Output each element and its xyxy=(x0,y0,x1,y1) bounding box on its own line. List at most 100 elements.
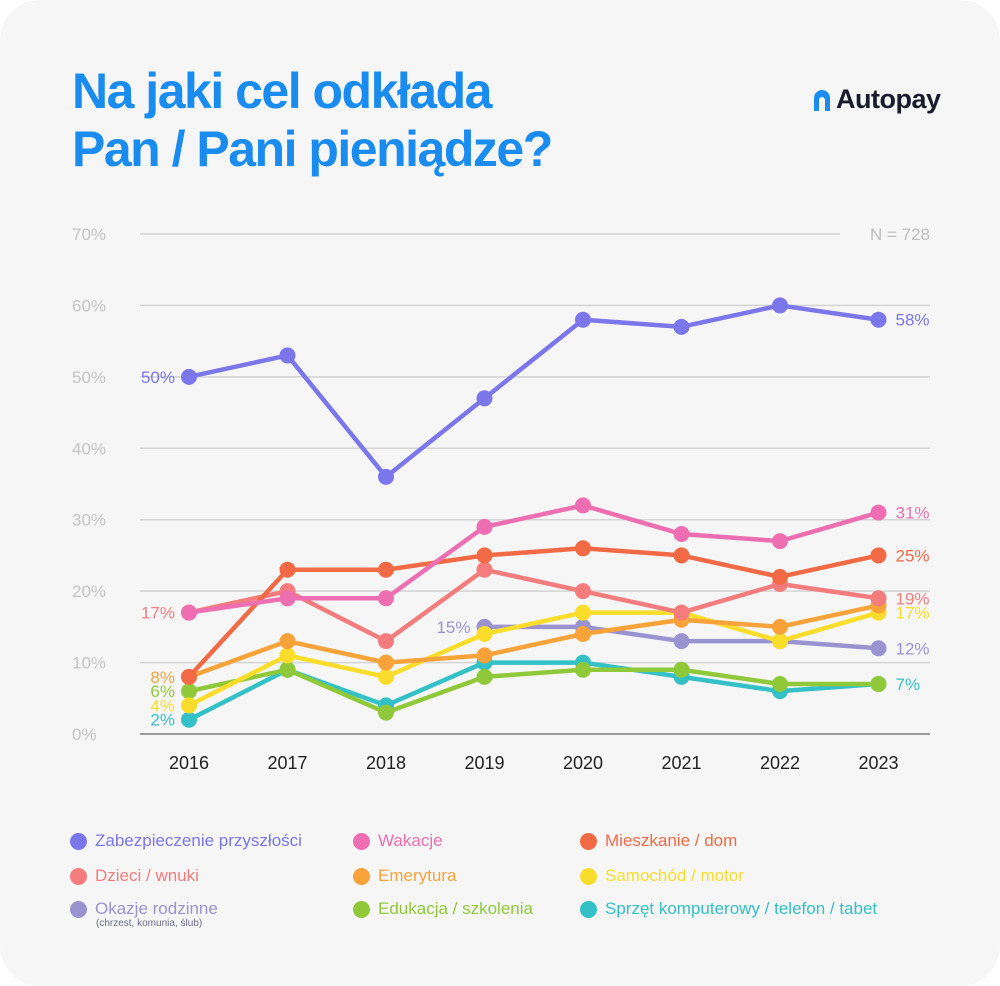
series-line xyxy=(186,303,881,480)
legend-item: Emerytura xyxy=(353,865,456,887)
data-point xyxy=(575,311,591,328)
autopay-logo-icon xyxy=(814,89,830,111)
legend-label: Mieszkanie / dom xyxy=(605,831,738,850)
data-point xyxy=(476,561,493,578)
data-point xyxy=(181,604,197,621)
data-point xyxy=(870,547,887,564)
chart-legend: Zabezpieczenie przyszłości Wakacje Mieszka… xyxy=(70,830,950,940)
x-tick-label: 2020 xyxy=(563,753,603,773)
data-point xyxy=(181,668,197,685)
data-label: 17% xyxy=(141,604,175,623)
data-point xyxy=(772,568,788,585)
legend-dot xyxy=(353,900,370,918)
data-label: 31% xyxy=(896,504,930,523)
data-point xyxy=(772,533,788,550)
legend-label: Sprzęt komputerowy / telefon / tabet xyxy=(605,899,878,918)
legend-dot xyxy=(70,900,87,918)
data-point xyxy=(772,618,788,635)
legend-label: Dzieci / wnuki xyxy=(95,866,199,885)
data-point xyxy=(279,347,296,364)
series-line xyxy=(186,546,881,680)
data-point xyxy=(772,633,788,650)
data-point xyxy=(181,697,197,714)
data-point xyxy=(673,633,690,650)
data-label: 6% xyxy=(150,682,175,701)
legend-dot xyxy=(70,867,87,885)
brand-name: Autopay xyxy=(836,84,941,114)
x-tick-label: 2018 xyxy=(366,753,406,773)
data-point xyxy=(575,497,591,514)
data-label: 19% xyxy=(896,589,930,608)
data-point xyxy=(673,526,690,542)
data-point xyxy=(870,640,887,657)
data-point xyxy=(279,590,296,607)
data-label: 8% xyxy=(150,668,175,687)
data-label: 2% xyxy=(150,711,175,730)
data-point xyxy=(378,561,394,578)
data-point xyxy=(181,368,197,385)
data-point xyxy=(575,626,591,642)
data-label: 12% xyxy=(896,639,930,658)
title-line-2: Pan / Pani pieniądze? xyxy=(72,121,553,177)
page-title: Na jaki cel odkłada Pan / Pani pieniądze… xyxy=(72,62,553,178)
x-tick-label: 2019 xyxy=(464,753,504,773)
legend-note: (chrzest, komunia, ślub) xyxy=(96,918,203,929)
data-point xyxy=(673,318,690,335)
data-point xyxy=(870,311,887,328)
y-tick-label: 70% xyxy=(72,225,106,244)
legend-item: Dzieci / wnuki xyxy=(70,865,199,887)
y-tick-label: 60% xyxy=(72,296,106,315)
x-tick-label: 2017 xyxy=(267,753,307,773)
brand-logo: Autopay xyxy=(814,84,941,115)
data-label: 4% xyxy=(150,696,175,715)
data-point xyxy=(476,626,493,642)
data-point xyxy=(575,540,591,557)
data-point xyxy=(181,683,197,700)
legend-item: Sprzęt komputerowy / telefon / tabet xyxy=(580,898,877,920)
data-point xyxy=(378,704,394,721)
data-point xyxy=(378,633,394,650)
legend-dot xyxy=(353,832,370,850)
data-label: 17% xyxy=(896,604,930,623)
data-point xyxy=(476,547,493,564)
data-point xyxy=(870,590,887,607)
data-point xyxy=(575,661,591,678)
data-point xyxy=(181,711,197,728)
legend-dot xyxy=(580,832,597,850)
data-label: 25% xyxy=(896,546,930,565)
data-point xyxy=(870,676,887,692)
series-line xyxy=(186,667,881,715)
data-label: 50% xyxy=(141,368,175,387)
y-tick-label: 50% xyxy=(72,368,106,387)
data-point xyxy=(279,647,296,664)
y-tick-label: 10% xyxy=(72,654,106,673)
data-point xyxy=(279,661,296,678)
data-point xyxy=(476,390,493,407)
legend-dot xyxy=(70,832,87,850)
legend-item: Okazje rodzinne xyxy=(70,898,218,920)
legend-label: Samochód / motor xyxy=(605,866,744,885)
y-tick-label: 40% xyxy=(72,439,106,458)
data-point xyxy=(575,583,591,600)
legend-label: Edukacja / szkolenia xyxy=(378,899,533,918)
data-point xyxy=(673,604,690,621)
legend-label: Zabezpieczenie przyszłości xyxy=(95,831,302,850)
sample-size-note: N = 728 xyxy=(870,225,930,244)
legend-label: Wakacje xyxy=(378,831,443,850)
data-label: 58% xyxy=(896,311,930,330)
series-line xyxy=(186,610,881,708)
data-point xyxy=(378,668,394,685)
x-tick-label: 2016 xyxy=(169,753,209,773)
x-tick-label: 2022 xyxy=(760,753,800,773)
y-tick-label: 20% xyxy=(72,582,106,601)
data-point xyxy=(378,590,394,607)
data-point xyxy=(673,547,690,564)
legend-label: Emerytura xyxy=(378,866,457,885)
y-tick-label: 0% xyxy=(72,725,97,744)
legend-item: Wakacje xyxy=(353,830,443,852)
series-line xyxy=(186,503,881,615)
data-point xyxy=(378,654,394,671)
data-label: 7% xyxy=(896,675,921,694)
